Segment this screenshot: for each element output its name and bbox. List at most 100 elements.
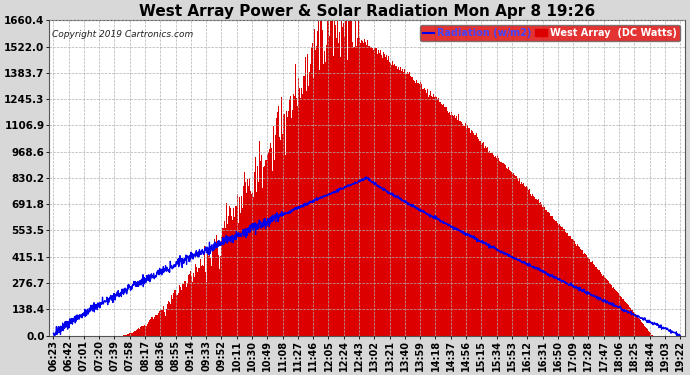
Bar xyxy=(580,249,581,336)
Bar xyxy=(517,177,518,336)
Bar xyxy=(428,92,429,336)
Bar xyxy=(208,255,209,336)
Bar xyxy=(618,294,620,336)
Bar xyxy=(283,114,284,336)
Bar xyxy=(351,21,352,336)
Bar xyxy=(489,150,490,336)
Bar xyxy=(512,174,513,336)
Bar xyxy=(144,325,145,336)
Bar xyxy=(607,280,608,336)
Bar xyxy=(393,65,394,336)
Bar xyxy=(577,244,578,336)
Bar xyxy=(215,242,216,336)
Bar xyxy=(634,313,635,336)
Bar xyxy=(599,270,600,336)
Bar xyxy=(171,296,172,336)
Bar xyxy=(206,282,207,336)
Bar xyxy=(606,279,607,336)
Bar xyxy=(137,329,139,336)
Bar xyxy=(170,303,171,336)
Bar xyxy=(293,94,294,336)
Bar xyxy=(600,272,601,336)
Bar xyxy=(226,202,227,336)
Bar xyxy=(127,334,128,336)
Bar xyxy=(176,295,177,336)
Bar xyxy=(626,303,627,336)
Bar xyxy=(563,229,564,336)
Bar xyxy=(289,99,290,336)
Bar xyxy=(305,57,306,336)
Bar xyxy=(336,39,337,336)
Bar xyxy=(376,48,377,336)
Bar xyxy=(193,273,194,336)
Bar xyxy=(389,62,391,336)
Bar xyxy=(482,143,483,336)
Bar xyxy=(382,58,383,336)
Bar xyxy=(221,248,222,336)
Bar xyxy=(441,105,442,336)
Bar xyxy=(277,112,278,336)
Bar xyxy=(640,321,641,336)
Bar xyxy=(628,305,629,336)
Bar xyxy=(547,211,548,336)
Bar xyxy=(526,187,528,336)
Bar xyxy=(263,167,264,336)
Bar xyxy=(490,153,491,336)
Bar xyxy=(271,148,272,336)
Bar xyxy=(375,48,376,336)
Bar xyxy=(546,210,547,336)
Bar xyxy=(257,164,259,336)
Bar xyxy=(461,122,462,336)
Bar xyxy=(486,147,488,336)
Bar xyxy=(475,135,476,336)
Bar xyxy=(224,221,225,336)
Bar xyxy=(316,64,317,336)
Bar xyxy=(342,27,343,336)
Bar xyxy=(630,308,631,336)
Bar xyxy=(335,25,336,336)
Bar xyxy=(270,143,271,336)
Bar xyxy=(286,111,287,336)
Bar xyxy=(633,312,634,336)
Bar xyxy=(457,114,458,336)
Bar xyxy=(246,190,248,336)
Bar xyxy=(442,105,443,336)
Bar xyxy=(330,15,331,336)
Bar xyxy=(557,222,558,336)
Bar xyxy=(328,20,329,336)
Bar xyxy=(369,46,370,336)
Bar xyxy=(251,194,252,336)
Bar xyxy=(371,47,372,336)
Bar xyxy=(604,277,605,336)
Bar xyxy=(164,312,165,336)
Bar xyxy=(324,51,325,336)
Bar xyxy=(345,36,346,336)
Bar xyxy=(631,310,632,336)
Bar xyxy=(586,255,587,336)
Bar xyxy=(479,141,480,336)
Bar xyxy=(384,54,385,336)
Bar xyxy=(434,98,435,336)
Bar xyxy=(404,69,405,336)
Bar xyxy=(395,66,396,336)
Bar xyxy=(401,71,402,336)
Bar xyxy=(616,291,617,336)
Bar xyxy=(191,276,192,336)
Bar xyxy=(151,317,152,336)
Bar xyxy=(504,164,505,336)
Bar xyxy=(179,285,180,336)
Bar xyxy=(493,155,494,336)
Bar xyxy=(444,107,445,336)
Bar xyxy=(210,253,211,336)
Bar xyxy=(388,59,389,336)
Bar xyxy=(511,172,512,336)
Bar xyxy=(355,18,356,336)
Bar xyxy=(554,220,555,336)
Bar xyxy=(245,182,246,336)
Bar xyxy=(373,50,374,336)
Bar xyxy=(315,50,316,336)
Bar xyxy=(414,81,415,336)
Bar xyxy=(383,52,384,336)
Bar xyxy=(594,265,595,336)
Bar xyxy=(158,313,159,336)
